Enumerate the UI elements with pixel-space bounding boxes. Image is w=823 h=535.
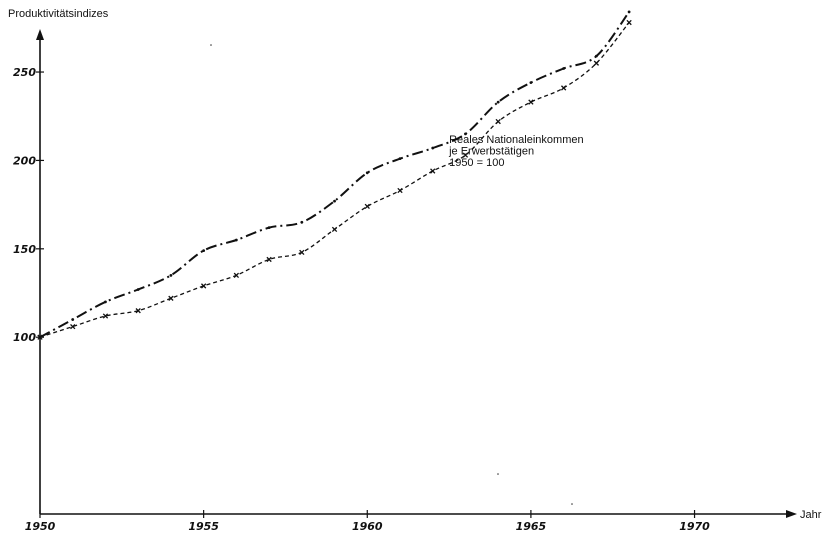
series-line — [39, 11, 630, 339]
data-point-x-marker — [528, 99, 534, 105]
y-tick-label: 100 — [13, 331, 36, 344]
data-point-dot-marker — [136, 288, 140, 291]
axes: Produktivitätsindizes Jahr — [8, 8, 822, 521]
data-point-dot-marker — [104, 300, 107, 304]
scan-speck — [571, 503, 573, 505]
data-point-dot-marker — [234, 238, 238, 242]
data-point-x-marker — [397, 187, 403, 194]
data-point-dot-marker — [169, 273, 173, 277]
x-tick-label: 1960 — [352, 520, 383, 533]
data-point-dot-marker — [365, 171, 369, 175]
data-point-dot-marker — [627, 10, 631, 14]
data-point-dot-marker — [594, 54, 598, 58]
annotation-line: 1950 = 100 — [449, 157, 504, 169]
data-point-dot-marker — [431, 146, 435, 150]
x-tick-label: 1965 — [516, 520, 547, 533]
x-tick-label: 1955 — [188, 520, 219, 533]
x-axis-title: Jahr — [800, 509, 822, 521]
data-point-dot-marker — [202, 249, 206, 252]
data-point-x-marker — [560, 85, 567, 91]
data-point-x-marker — [593, 60, 600, 66]
annotation-line: je Erwerbstätigen — [448, 145, 534, 157]
data-point-dot-marker — [398, 157, 402, 161]
data-point-dot-marker — [496, 100, 500, 104]
data-point-x-marker — [495, 118, 501, 125]
data-point-x-marker — [364, 203, 370, 210]
scan-speck — [497, 473, 499, 475]
y-axis-arrowhead — [36, 29, 44, 40]
data-point-dot-marker — [464, 132, 467, 136]
data-point-dot-marker — [300, 220, 304, 224]
data-point-x-marker — [331, 226, 338, 233]
series-production-index — [37, 19, 632, 340]
series-line — [39, 22, 630, 338]
series-layer — [37, 10, 632, 340]
x-axis-arrowhead — [786, 510, 797, 518]
x-tick-label: 1970 — [679, 520, 710, 533]
y-tick-label: 150 — [13, 243, 36, 256]
data-point-dot-marker — [267, 226, 271, 230]
data-point-x-marker — [462, 152, 469, 158]
data-point-dot-marker — [529, 81, 533, 85]
scan-speck — [210, 44, 212, 46]
data-point-x-marker — [135, 308, 141, 314]
data-point-x-marker — [299, 249, 305, 256]
data-point-x-marker — [266, 256, 272, 263]
data-point-x-marker — [430, 168, 436, 174]
data-point-x-marker — [626, 19, 632, 26]
data-point-x-marker — [168, 295, 174, 301]
data-point-x-marker — [233, 272, 240, 278]
annotations: Reales Nationaleinkommen je Erwerbstätige… — [448, 134, 584, 169]
ticks: 100 150 200 250 1950 1955 1960 1965 1970 — [13, 66, 710, 533]
data-point-dot-marker — [333, 199, 336, 203]
y-axis-title: Produktivitätsindizes — [8, 8, 109, 20]
series-national-income — [38, 10, 631, 339]
y-tick-label: 250 — [13, 66, 36, 79]
x-tick-label: 1950 — [25, 520, 56, 533]
annotation-national-income: Reales Nationaleinkommen je Erwerbstätige… — [448, 134, 584, 169]
data-point-x-marker — [102, 313, 109, 319]
scan-specks — [210, 44, 573, 505]
data-point-dot-marker — [562, 67, 566, 70]
data-point-x-marker — [200, 283, 207, 289]
annotation-line: Reales Nationaleinkommen — [449, 134, 584, 146]
data-point-x-marker — [70, 323, 76, 330]
data-point-x-marker — [37, 334, 43, 340]
data-point-dot-marker — [71, 318, 75, 321]
y-tick-label: 200 — [13, 154, 36, 167]
